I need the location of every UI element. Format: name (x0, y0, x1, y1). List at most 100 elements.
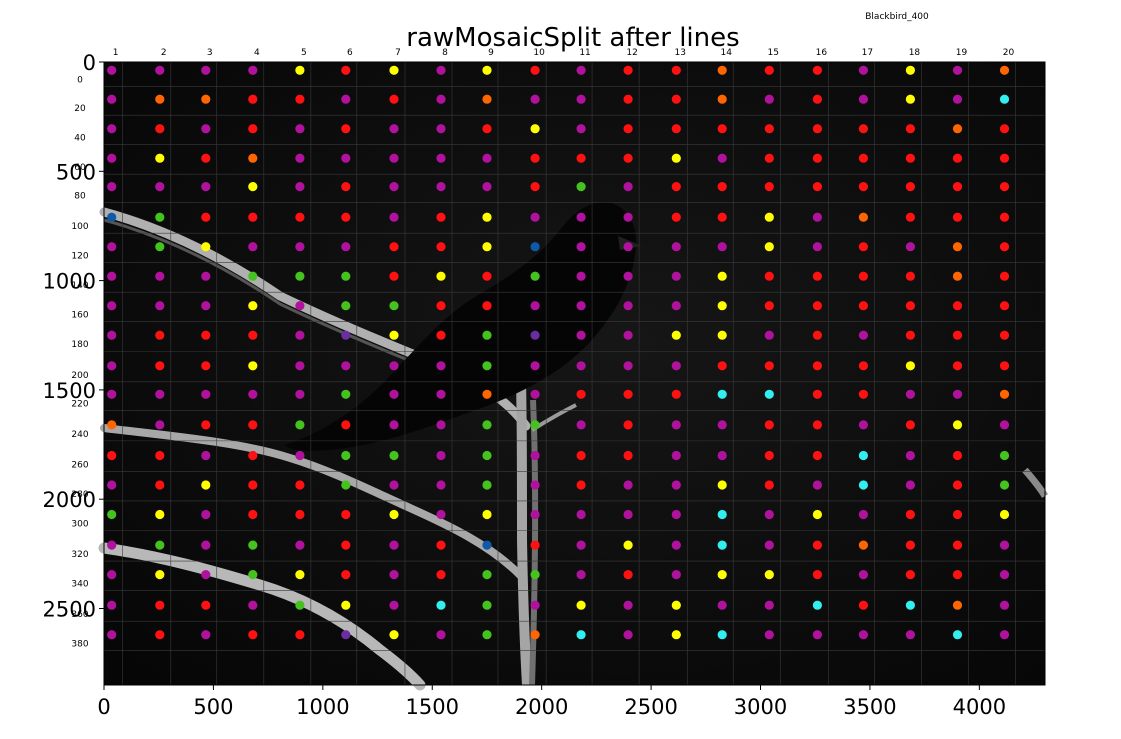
data-point (295, 480, 305, 490)
column-label: 8 (442, 48, 448, 58)
data-point (107, 330, 117, 340)
data-point (623, 212, 633, 222)
x-tick-label: 2000 (515, 695, 568, 719)
data-point (248, 600, 258, 610)
data-point (812, 450, 823, 461)
data-point (107, 509, 117, 520)
data-point (155, 600, 165, 610)
data-point (858, 420, 869, 430)
data-point (530, 480, 540, 490)
data-point (201, 242, 211, 252)
x-axis: 0 500 1000 1500 2000 2500 3000 3500 4000 (97, 685, 1006, 719)
data-point (952, 540, 963, 550)
data-point (389, 420, 399, 430)
data-point (248, 389, 258, 399)
data-point (482, 630, 492, 640)
data-point (905, 480, 916, 490)
row-label: 40 (74, 134, 86, 144)
data-point (812, 301, 823, 311)
data-point (341, 570, 351, 580)
data-point (812, 212, 823, 222)
data-point (341, 65, 351, 75)
data-point (482, 570, 492, 580)
data-point (717, 124, 727, 134)
data-point (201, 153, 211, 163)
data-point (530, 65, 540, 75)
data-point (530, 124, 540, 134)
data-point (576, 153, 586, 163)
data-point (201, 540, 211, 550)
data-point (295, 153, 305, 163)
data-point (858, 330, 869, 340)
column-label: 3 (207, 48, 213, 58)
column-label: 16 (816, 48, 828, 58)
data-point (248, 480, 258, 490)
data-point (436, 480, 446, 490)
data-point (671, 361, 681, 371)
data-point (717, 212, 727, 222)
data-point (717, 330, 727, 340)
data-point (671, 301, 681, 311)
data-point (482, 600, 492, 610)
y-tick-label: 1500 (43, 379, 96, 403)
data-point (858, 389, 869, 399)
data-point (905, 540, 916, 550)
data-point (107, 630, 117, 640)
data-point (107, 124, 117, 134)
data-point (295, 570, 305, 580)
data-point (812, 389, 823, 399)
data-point (107, 301, 117, 311)
x-tick-label: 3500 (843, 695, 896, 719)
column-label: 4 (254, 48, 260, 58)
data-point (671, 420, 681, 430)
x-tick-label: 1500 (406, 695, 459, 719)
data-point (482, 182, 492, 192)
data-point (905, 124, 916, 134)
data-point (576, 509, 586, 520)
data-point (717, 389, 727, 399)
data-point (201, 65, 211, 75)
data-point (576, 600, 586, 610)
data-point (671, 630, 681, 640)
data-point (717, 570, 727, 580)
data-point (717, 450, 727, 461)
data-point (436, 570, 446, 580)
column-label: 1 (113, 48, 119, 58)
data-point (107, 420, 117, 430)
data-point (201, 124, 211, 134)
data-point (764, 540, 774, 550)
row-label: 80 (74, 192, 86, 202)
data-point (295, 330, 305, 340)
data-point (717, 153, 727, 163)
data-point (201, 389, 211, 399)
data-point (295, 630, 305, 640)
data-point (671, 480, 681, 490)
data-point (999, 242, 1010, 252)
data-point (295, 450, 305, 461)
data-point (623, 182, 633, 192)
data-point (717, 94, 727, 104)
data-point (717, 242, 727, 252)
data-point (248, 361, 258, 371)
data-point (107, 570, 117, 580)
data-point (576, 94, 586, 104)
data-point (295, 242, 305, 252)
data-point (576, 480, 586, 490)
data-point (717, 65, 727, 75)
data-point (905, 182, 916, 192)
data-point (671, 65, 681, 75)
data-point (389, 153, 399, 163)
data-point (905, 65, 916, 75)
y-tick-label: 2000 (43, 488, 96, 512)
data-point (530, 242, 540, 252)
data-point (576, 450, 586, 461)
data-point (671, 450, 681, 461)
data-point (248, 94, 258, 104)
data-point (623, 124, 633, 134)
column-label: 12 (626, 48, 637, 58)
data-point (812, 330, 823, 340)
data-point (341, 509, 351, 520)
data-point (999, 212, 1010, 222)
column-label: 9 (488, 48, 494, 58)
